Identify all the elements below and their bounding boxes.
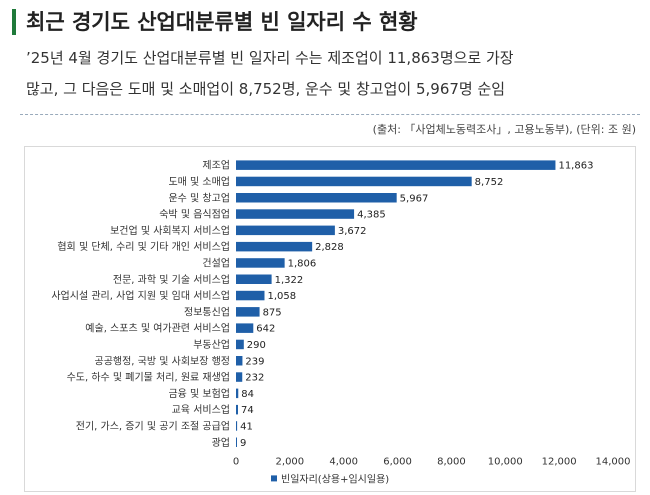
bar (236, 258, 285, 268)
category-label: 숙박 및 음식점업 (159, 208, 230, 221)
bar (236, 421, 238, 431)
data-label: 232 (245, 373, 264, 384)
data-label: 74 (241, 405, 254, 416)
bar (236, 176, 472, 187)
data-label: 84 (241, 389, 254, 400)
category-label: 예술, 스포츠 및 여가관련 서비스업 (85, 322, 230, 335)
category-label: 정보통신업 (184, 305, 230, 318)
summary-line-2: 많고, 그 다음은 도매 및 소매업이 8,752명, 운수 및 창고업이 5,… (26, 80, 506, 98)
bar (236, 372, 243, 382)
data-label: 2,828 (315, 242, 344, 253)
bar (236, 193, 397, 203)
data-label: 1,058 (267, 291, 296, 302)
bar (236, 209, 355, 219)
category-label: 부동산업 (193, 338, 230, 351)
category-label: 전기, 가스, 증기 및 공기 조절 공급업 (76, 419, 230, 432)
x-tick-label: 2,000 (276, 456, 305, 467)
data-label: 11,863 (558, 161, 593, 172)
category-label: 광업 (212, 436, 230, 449)
x-tick-label: 10,000 (488, 456, 523, 467)
category-label: 전문, 과학 및 기술 서비스업 (113, 273, 230, 286)
category-label: 제조업 (202, 159, 230, 172)
x-tick-label: 8,000 (437, 456, 466, 467)
source-note: (출처: 「사업체노동력조사」, 고용노동부), (단위: 조 원) (372, 123, 636, 136)
category-label: 건설업 (202, 256, 230, 269)
title-accent-bar (12, 9, 16, 35)
summary-line-1: ’25년 4월 경기도 산업대분류별 빈 일자리 수는 제조업이 11,863명… (26, 49, 514, 67)
bar (236, 225, 335, 236)
x-tick-label: 6,000 (383, 456, 412, 467)
data-label: 875 (263, 307, 282, 318)
category-label: 도매 및 소매업 (168, 175, 230, 188)
x-tick-label: 14,000 (596, 456, 631, 467)
bar (236, 290, 265, 301)
bar (236, 339, 244, 350)
bar (236, 356, 243, 366)
bar (236, 323, 254, 333)
data-label: 290 (247, 340, 266, 351)
category-label: 협회 및 단체, 수리 및 기타 개인 서비스업 (57, 240, 230, 253)
x-tick-label: 4,000 (329, 456, 358, 467)
data-label: 4,385 (357, 210, 386, 221)
category-label: 운수 및 창고업 (168, 191, 230, 204)
data-label: 1,806 (288, 258, 317, 269)
data-label: 1,322 (275, 275, 304, 286)
category-label: 보건업 및 사회복지 서비스업 (110, 224, 230, 237)
category-label: 공공행정, 국방 및 사회보장 행정 (95, 355, 231, 367)
bar (236, 241, 313, 252)
legend-label: 빈일자리(상용+임시일용) (281, 472, 389, 485)
bar-chart: 제조업 11,863 도매 및 소매업 8,752 운수 및 창고업 5,967 숙박 및 … (51, 159, 631, 486)
bar (236, 307, 260, 317)
data-label: 3,672 (338, 226, 367, 237)
legend-swatch (271, 475, 277, 482)
bar (236, 437, 237, 447)
divider (20, 114, 640, 115)
data-label: 9 (240, 438, 246, 449)
chart-panel: 제조업 11,863 도매 및 소매업 8,752 운수 및 창고업 5,967 숙박 및 … (24, 146, 636, 492)
bar (236, 404, 238, 415)
category-label: 교육 서비스업 (172, 403, 230, 416)
data-label: 8,752 (475, 177, 504, 188)
category-label: 사업시설 관리, 사업 지원 및 임대 서비스업 (51, 289, 230, 302)
x-tick-label: 0 (233, 456, 239, 467)
data-label: 239 (245, 356, 264, 367)
x-tick-label: 12,000 (542, 456, 577, 467)
data-label: 5,967 (400, 193, 429, 204)
category-label: 수도, 하수 및 폐기물 처리, 원료 재생업 (67, 371, 230, 384)
page-title: 최근 경기도 산업대분류별 빈 일자리 수 현황 (26, 10, 418, 34)
bar (236, 274, 272, 284)
category-label: 금융 및 보험업 (168, 387, 230, 400)
data-label: 41 (240, 421, 253, 432)
data-label: 642 (256, 324, 275, 335)
bar (236, 160, 556, 170)
bar (236, 388, 239, 399)
